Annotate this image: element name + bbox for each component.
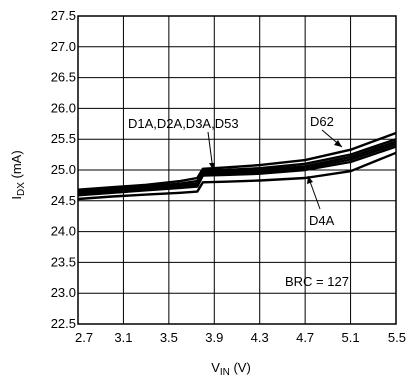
annotation-d1a-group: D1A,D2A,D3A,D53 bbox=[128, 116, 239, 131]
series-line-d1a bbox=[77, 138, 397, 193]
x-tick-labels: 2.7 3.1 3.5 3.9 4.3 4.7 5.1 5.5 bbox=[75, 330, 406, 345]
annotation-d62: D62 bbox=[310, 114, 334, 129]
x-tick-label-0: 2.7 bbox=[75, 330, 93, 345]
y-tick-label-7: 26.0 bbox=[51, 100, 76, 115]
x-tick-label-4: 4.3 bbox=[251, 330, 269, 345]
y-tick-label-2: 23.5 bbox=[51, 254, 76, 269]
y-tick-labels: 22.5 23.0 23.5 24.0 24.5 25.0 25.5 26.0 26.5 27.0… bbox=[51, 8, 76, 331]
plot-border bbox=[77, 15, 397, 325]
x-tick-label-1: 3.1 bbox=[114, 330, 132, 345]
y-axis-title: IDX (mA) bbox=[9, 150, 27, 199]
plot-frame bbox=[77, 15, 397, 325]
series-group bbox=[77, 131, 397, 201]
annotation-d4a-arrowhead bbox=[307, 176, 313, 184]
annotation-d1a-group-arrowhead bbox=[209, 163, 215, 170]
annotation-d62-arrowhead bbox=[334, 140, 342, 147]
y-tick-label-8: 26.5 bbox=[51, 70, 76, 85]
y-tick-label-4: 24.5 bbox=[51, 193, 76, 208]
annotation-brc: BRC = 127 bbox=[285, 274, 349, 289]
y-tick-label-6: 25.5 bbox=[51, 131, 76, 146]
y-tick-label-5: 25.0 bbox=[51, 162, 76, 177]
y-tick-label-1: 23.0 bbox=[51, 285, 76, 300]
y-tick-label-3: 24.0 bbox=[51, 224, 76, 239]
x-tick-label-7: 5.5 bbox=[388, 330, 406, 345]
series-line-d53 bbox=[77, 145, 397, 197]
x-tick-label-5: 4.7 bbox=[296, 330, 314, 345]
y-tick-label-9: 27.0 bbox=[51, 39, 76, 54]
x-tick-label-2: 3.5 bbox=[160, 330, 178, 345]
y-tick-label-0: 22.5 bbox=[51, 316, 76, 331]
annotation-d4a: D4A bbox=[309, 213, 335, 228]
y-tick-label-10: 27.5 bbox=[51, 8, 76, 23]
x-tick-label-6: 5.1 bbox=[342, 330, 360, 345]
series-line-d4a bbox=[77, 151, 397, 201]
x-axis-title: VIN (V) bbox=[211, 360, 251, 375]
series-line-d62 bbox=[77, 131, 397, 191]
x-tick-label-3: 3.9 bbox=[205, 330, 223, 345]
